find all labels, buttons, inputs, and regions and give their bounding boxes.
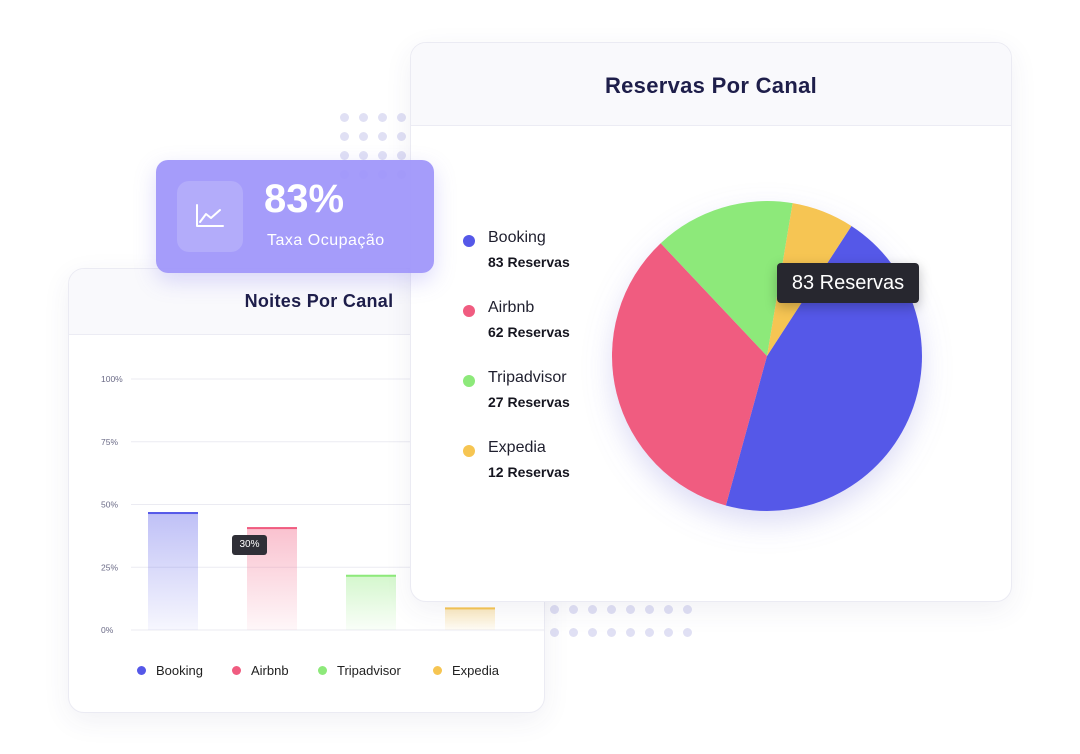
pie-chart-title: Reservas Por Canal (604, 73, 818, 98)
decorative-dot (378, 132, 387, 141)
y-tick-label: 75% (101, 437, 118, 447)
decorative-dot (588, 605, 597, 614)
pie-tooltip: 83 Reservas (777, 263, 919, 303)
decorative-dot (340, 113, 349, 122)
dot-grid-bottom (550, 605, 695, 637)
decorative-dot (645, 628, 654, 637)
bar-cap-airbnb (247, 527, 297, 530)
legend-count: 62 Reservas (488, 324, 570, 340)
decorative-dot (607, 605, 616, 614)
decorative-dot (569, 605, 578, 614)
decorative-dot (664, 605, 673, 614)
occupancy-value: 83% (264, 177, 345, 221)
y-tick-label: 50% (101, 500, 118, 510)
decorative-dot (607, 628, 616, 637)
legend-item-expedia: Expedia (433, 663, 499, 678)
occupancy-label: Taxa Ocupação (267, 232, 385, 249)
decorative-dot (397, 151, 406, 160)
decorative-dot (340, 132, 349, 141)
decorative-dot (664, 628, 673, 637)
bar-tooltip: 30% (232, 535, 267, 555)
legend-dot (463, 235, 475, 247)
legend-label: Airbnb (488, 299, 535, 316)
bar-expedia[interactable] (445, 607, 495, 630)
bar-cap-booking (148, 512, 198, 515)
decorative-dot (340, 151, 349, 160)
legend-count: 12 Reservas (488, 464, 570, 480)
legend-dot (232, 666, 241, 675)
legend-label: Expedia (488, 439, 546, 456)
legend-count: 83 Reservas (488, 254, 570, 270)
decorative-dot (626, 605, 635, 614)
legend-label: Expedia (452, 663, 499, 678)
pie-chart (611, 201, 922, 511)
line-chart-icon (177, 181, 243, 252)
decorative-dot (569, 628, 578, 637)
y-tick-label: 100% (101, 374, 123, 384)
decorative-dot (626, 628, 635, 637)
decorative-dot (397, 132, 406, 141)
legend-label: Tripadvisor (488, 369, 567, 386)
decorative-dot (378, 113, 387, 122)
bar-chart-title: Noites Por Canal (244, 291, 394, 311)
decorative-dot (359, 132, 368, 141)
legend-dot (463, 445, 475, 457)
legend-dot (137, 666, 146, 675)
decorative-dot (683, 605, 692, 614)
decorative-dot (550, 605, 559, 614)
bar-cap-tripadvisor (346, 574, 396, 577)
legend-count: 27 Reservas (488, 394, 570, 410)
decorative-dot (645, 605, 654, 614)
decorative-dot (359, 113, 368, 122)
legend-label: Airbnb (251, 663, 289, 678)
decorative-dot (588, 628, 597, 637)
card-header: Reservas Por Canal (411, 43, 1011, 126)
legend-item-booking: Booking (137, 663, 203, 678)
bar-chart: 100% 75% 50% 25% 0% (101, 374, 544, 635)
occupancy-stat-card: 83% Taxa Ocupação (156, 160, 434, 273)
decorative-dot (378, 151, 387, 160)
reservas-por-canal-card: Reservas Por Canal Booking 83 Reservas Air… (410, 42, 1012, 602)
decorative-dot (683, 628, 692, 637)
legend-dot (463, 375, 475, 387)
pie-slices (611, 201, 922, 511)
pie-slice-airbnb[interactable] (611, 243, 767, 506)
pie-slice-tripadvisor[interactable] (660, 201, 793, 356)
legend-label: Booking (156, 663, 203, 678)
decorative-dot (359, 151, 368, 160)
legend-item-airbnb: Airbnb (232, 663, 289, 678)
y-tick-label: 0% (101, 625, 114, 635)
bar-cap-expedia (445, 607, 495, 610)
y-tick-label: 25% (101, 562, 118, 572)
legend-item-tripadvisor: Tripadvisor (318, 663, 401, 678)
decorative-dot (550, 628, 559, 637)
legend-dot (463, 305, 475, 317)
legend-label: Tripadvisor (337, 663, 401, 678)
legend-label: Booking (488, 229, 546, 246)
bar-tripadvisor[interactable] (346, 574, 396, 630)
legend-dot (318, 666, 327, 675)
decorative-dot (397, 113, 406, 122)
legend-dot (433, 666, 442, 675)
bar-booking[interactable] (148, 512, 198, 630)
